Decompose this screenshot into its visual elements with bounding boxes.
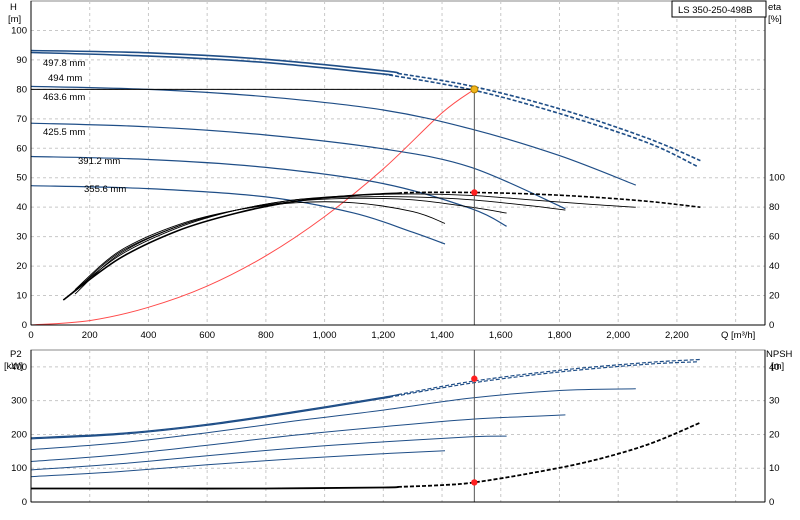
- head-curve-label: 355.6 mm: [84, 184, 126, 195]
- y-tick-label-left: 40: [16, 202, 27, 213]
- chart-title: LS 350-250-498B: [678, 5, 752, 16]
- head-axis-unit: [m]: [8, 14, 21, 25]
- y-tick-label-left: 300: [11, 396, 27, 407]
- head-curve: [30, 85, 637, 186]
- y-tick-label-left: 80: [16, 84, 27, 95]
- efficiency-curve: [63, 193, 636, 301]
- power-curve: [30, 450, 446, 478]
- y-tick-label-right: 0: [769, 320, 774, 331]
- npsh-curve-dashed: [397, 421, 701, 488]
- y-tick-label-right: 20: [769, 429, 780, 440]
- power-curve-dashed: [397, 358, 701, 396]
- y-tick-label-left: 0: [22, 497, 27, 508]
- y-tick-label-left: 400: [11, 362, 27, 373]
- head-curve: [30, 155, 507, 227]
- y-tick-label-right: 10: [769, 463, 780, 474]
- y-tick-label-left: 100: [11, 463, 27, 474]
- npsh-point-marker: [471, 479, 478, 486]
- head-curve: [30, 49, 399, 75]
- y-tick-label-right: 20: [769, 291, 780, 302]
- y-tick-label-left: 60: [16, 143, 27, 154]
- y-tick-label-right: 40: [769, 261, 780, 272]
- efficiency-curve: [74, 196, 566, 295]
- x-tick-label: 1,800: [548, 330, 572, 341]
- power-axis-label: P2: [10, 349, 22, 360]
- npsh-axis-unit: [m]: [771, 361, 784, 372]
- npsh-axis-label: NPSH: [766, 349, 793, 360]
- y-tick-label-right: 100: [769, 173, 785, 184]
- head-curve-label: 497.8 mm: [43, 58, 85, 69]
- efficiency-curve: [62, 192, 399, 301]
- chart-title-box: LS 350-250-498B: [671, 0, 767, 18]
- power-curve-dashed: [383, 361, 698, 399]
- y-tick-label-left: 200: [11, 429, 27, 440]
- operating-point-marker: [470, 85, 479, 94]
- y-tick-label-right: 0: [769, 497, 774, 508]
- power-curve: [30, 435, 507, 471]
- head-curve-dashed: [397, 72, 701, 162]
- efficiency-curve-dashed: [397, 191, 701, 208]
- head-curve-dashed: [383, 73, 698, 168]
- y-tick-label-left: 10: [16, 291, 27, 302]
- y-tick-label-left: 0: [22, 320, 27, 331]
- x-tick-label: 1,000: [313, 330, 337, 341]
- y-tick-label-left: 90: [16, 55, 27, 66]
- x-tick-label: 1,200: [371, 330, 395, 341]
- system-curve: [30, 88, 475, 326]
- efficiency-point-marker: [471, 189, 478, 196]
- power-npsh-chart: 0 100 200 300 400 0 10 20 30 40: [11, 349, 780, 508]
- flow-axis-label: Q [m³/h]: [721, 330, 755, 341]
- y-tick-label-left: 20: [16, 261, 27, 272]
- power-curve: [30, 394, 399, 439]
- power-point-marker: [471, 375, 478, 382]
- x-tick-label: 800: [258, 330, 274, 341]
- head-curve-label: 391.2 mm: [78, 156, 120, 167]
- plot-frame: [30, 349, 766, 503]
- plot-frame: [30, 0, 766, 326]
- y-tick-label-left: 30: [16, 232, 27, 243]
- head-axis-label: H: [10, 2, 17, 13]
- head-efficiency-chart: 0 200 400 600 800 1,000 1,200 1,400 1,600 1,800 2,…: [11, 0, 785, 341]
- head-curve-label: 463.6 mm: [43, 92, 85, 103]
- x-tick-label: 0: [28, 330, 33, 341]
- y-tick-label-right: 30: [769, 396, 780, 407]
- x-tick-label: 2,200: [665, 330, 689, 341]
- x-tick-label: 1,400: [430, 330, 454, 341]
- eta-axis-unit: [%]: [768, 14, 782, 25]
- x-tick-label: 1,600: [489, 330, 513, 341]
- efficiency-curve: [74, 201, 446, 291]
- y-tick-label-right: 60: [769, 232, 780, 243]
- efficiency-curve: [74, 197, 507, 292]
- power-curve: [30, 414, 566, 462]
- head-curve-label: 425.5 mm: [43, 127, 85, 138]
- head-curve: [30, 185, 446, 245]
- y-tick-label-left: 70: [16, 114, 27, 125]
- power-axis-unit: [kW]: [4, 361, 23, 372]
- power-curve: [30, 388, 636, 451]
- head-curve: [30, 51, 393, 76]
- y-tick-label-left: 50: [16, 173, 27, 184]
- eta-axis-label: eta: [768, 2, 782, 13]
- y-tick-label-right: 40: [769, 362, 780, 373]
- npsh-curve: [31, 486, 399, 490]
- y-tick-label-left: 100: [11, 25, 27, 36]
- x-tick-label: 600: [199, 330, 215, 341]
- x-tick-label: 200: [82, 330, 98, 341]
- head-curve-label: 494 mm: [48, 73, 82, 84]
- x-tick-label: 2,000: [606, 330, 630, 341]
- head-curve: [30, 122, 566, 210]
- x-tick-label: 400: [141, 330, 157, 341]
- y-tick-label-right: 80: [769, 202, 780, 213]
